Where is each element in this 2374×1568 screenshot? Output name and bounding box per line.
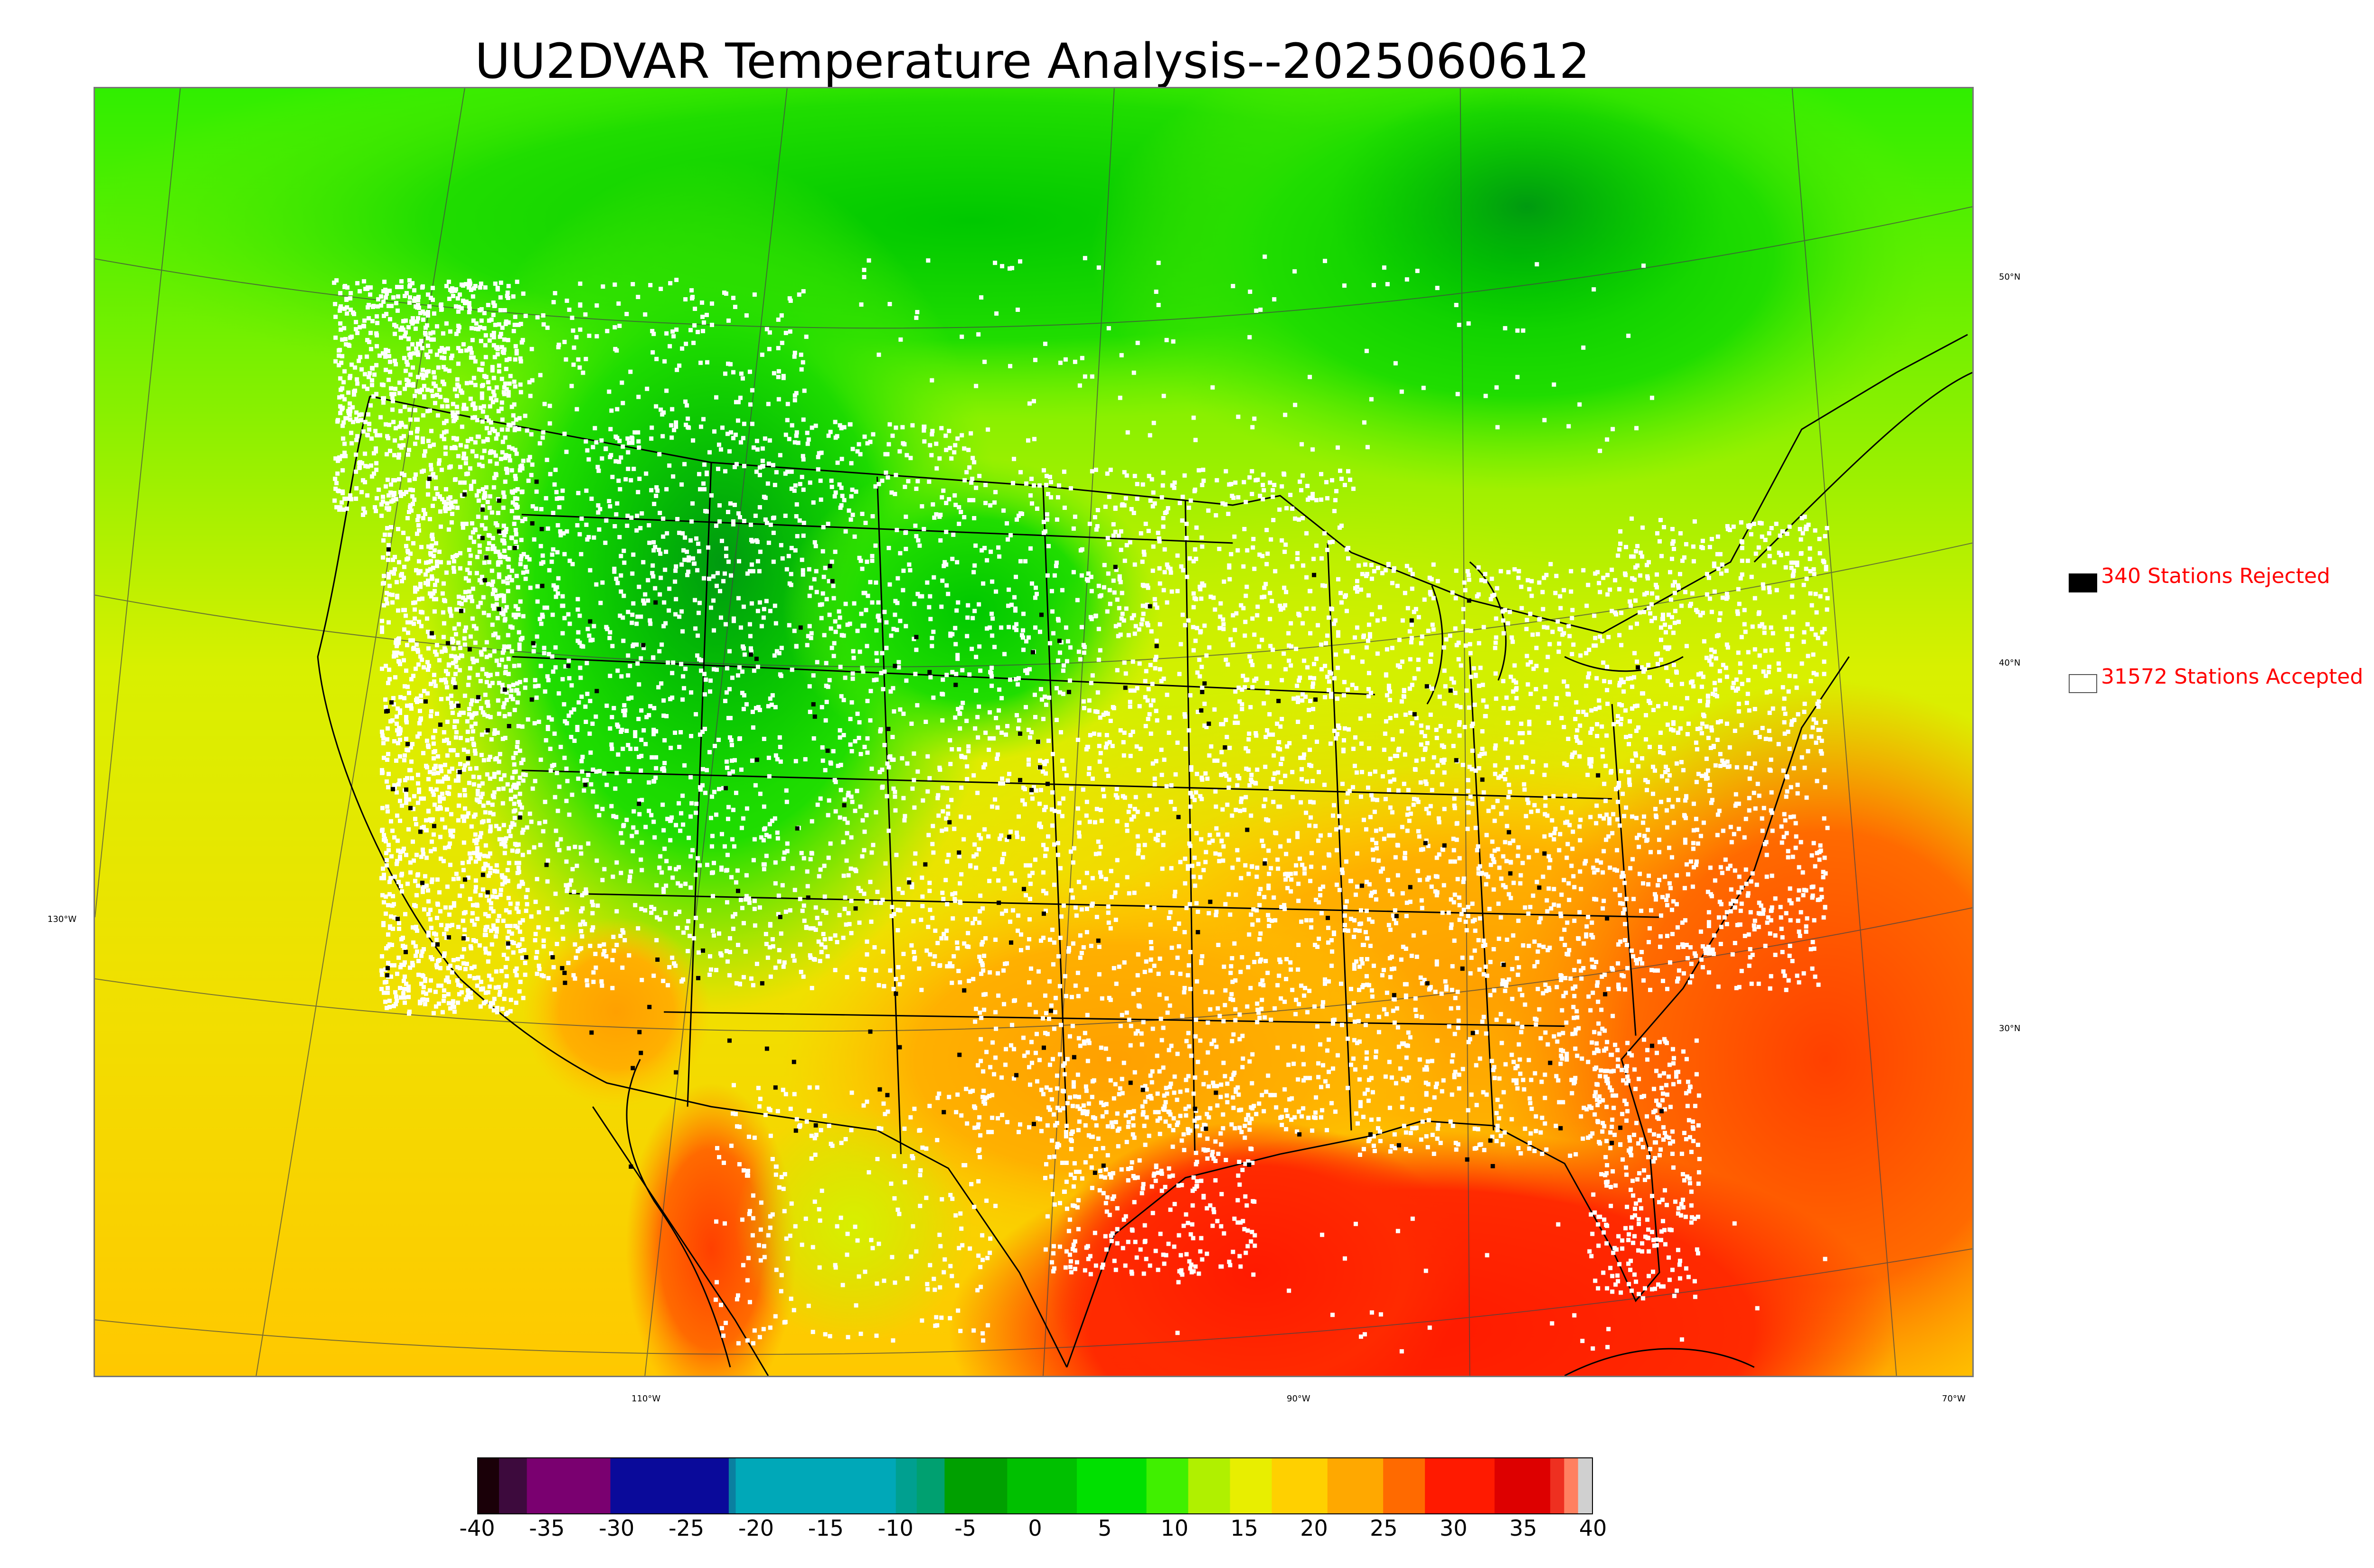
colorbar-segment	[735, 1458, 896, 1513]
colorbar-tick-label: -10	[877, 1515, 914, 1541]
colorbar-segment	[1327, 1458, 1384, 1513]
lon-label-70w: 70°W	[1942, 1394, 1966, 1404]
colorbar-tick-label: 5	[1098, 1515, 1112, 1541]
colorbar-tick-label: -15	[808, 1515, 844, 1541]
colorbar-tick-label: 35	[1509, 1515, 1537, 1541]
colorbar-segment	[1076, 1458, 1147, 1513]
colorbar-tick-label: -40	[459, 1515, 495, 1541]
colorbar-segment	[1425, 1458, 1495, 1513]
accepted-legend-label: 31572 Stations Accepted	[2101, 665, 2364, 689]
rejected-legend-label: 340 Stations Rejected	[2101, 564, 2330, 588]
colorbar-tick-label: -25	[669, 1515, 705, 1541]
lon-label-90w: 90°W	[1287, 1394, 1310, 1404]
colorbar-segment	[478, 1458, 499, 1513]
boundaries	[317, 334, 1972, 1376]
temperature-field	[95, 88, 1972, 1376]
colorbar-segment	[895, 1458, 917, 1513]
colorbar-segment	[1550, 1458, 1564, 1513]
colorbar-segment	[728, 1458, 736, 1513]
colorbar-segment	[1383, 1458, 1425, 1513]
colorbar-tick-label: -5	[954, 1515, 977, 1541]
colorbar-segments	[478, 1458, 1592, 1513]
colorbar-tick-label: 10	[1160, 1515, 1189, 1541]
lon-label-110w: 110°W	[631, 1394, 661, 1404]
temperature-map: 50°N 40°N 30°N 130°W 110°W 90°W 70°W	[47, 87, 2020, 1404]
lon-label-130w: 130°W	[47, 914, 77, 924]
accepted-swatch	[2069, 674, 2097, 693]
colorbar-segment	[1272, 1458, 1328, 1513]
rejected-swatch	[2069, 573, 2097, 592]
map-title: UU2DVAR Temperature Analysis--2025060612	[475, 33, 1590, 90]
colorbar-tick-label: 30	[1439, 1515, 1468, 1541]
colorbar-segment	[1007, 1458, 1077, 1513]
colorbar-tick-label: 40	[1579, 1515, 1607, 1541]
lat-label-40n: 40°N	[1999, 658, 2021, 668]
colorbar-segment	[527, 1458, 611, 1513]
stations-accepted	[332, 254, 1830, 1354]
colorbar-segment	[916, 1458, 945, 1513]
colorbar-segment	[1578, 1458, 1592, 1513]
colorbar-tick-label: 20	[1300, 1515, 1328, 1541]
colorbar-tick-label: 15	[1230, 1515, 1258, 1541]
graticule	[95, 88, 1972, 1376]
colorbar-segment	[610, 1458, 729, 1513]
lat-label-30n: 30°N	[1999, 1023, 2021, 1033]
colorbar-segment	[1564, 1458, 1579, 1513]
colorbar-segment	[1188, 1458, 1231, 1513]
colorbar-tick-label: -30	[599, 1515, 635, 1541]
colorbar-tick-label: -20	[738, 1515, 774, 1541]
colorbar-segment	[499, 1458, 528, 1513]
colorbar-tick-label: 25	[1370, 1515, 1398, 1541]
stations-rejected	[384, 477, 1664, 1175]
temperature-colorbar	[477, 1457, 1593, 1514]
colorbar-segment	[1146, 1458, 1189, 1513]
colorbar-segment	[944, 1458, 1008, 1513]
lat-label-50n: 50°N	[1999, 272, 2021, 282]
colorbar-tick-label: 0	[1028, 1515, 1042, 1541]
colorbar-tick-label: -35	[529, 1515, 565, 1541]
colorbar-segment	[1230, 1458, 1272, 1513]
colorbar-segment	[1494, 1458, 1551, 1513]
